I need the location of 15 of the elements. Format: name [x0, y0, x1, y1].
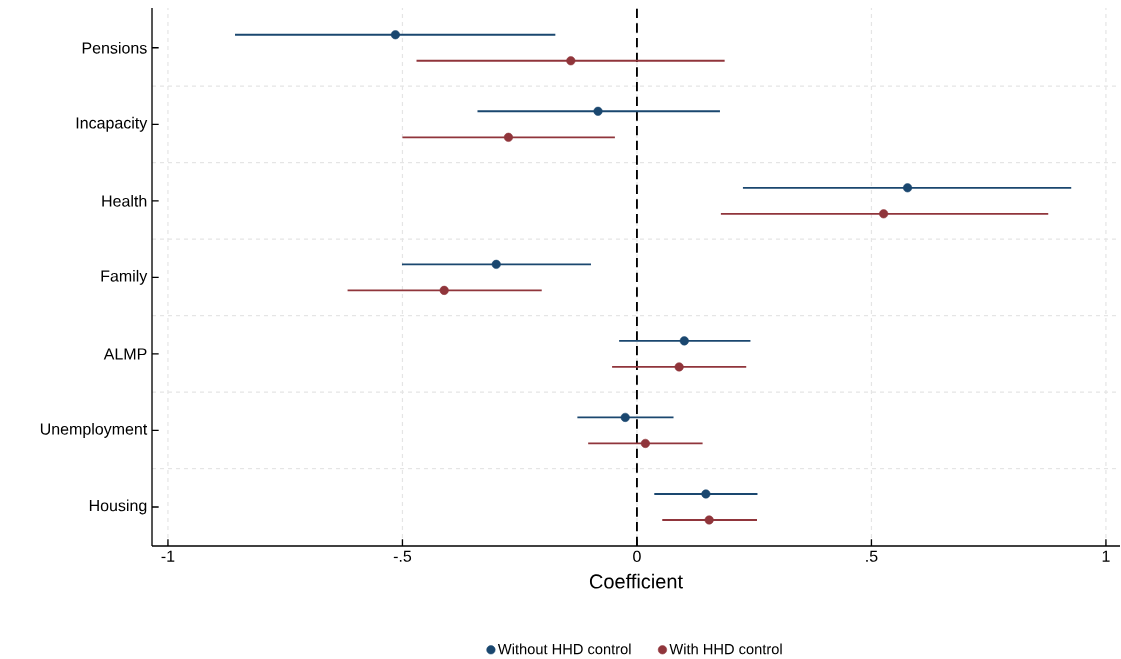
y-tick-label: Family	[101, 269, 148, 285]
y-tick-label: Unemployment	[40, 422, 148, 438]
x-tick-label: 0	[633, 550, 641, 563]
x-tick-label: .5	[866, 550, 878, 562]
x-tick-label: -1	[161, 550, 175, 562]
y-tick-label: Housing	[89, 499, 147, 515]
x-tick-label: -.5	[393, 550, 412, 562]
y-tick-label: ALMP	[103, 348, 147, 360]
legend-label: Without HHD control	[497, 643, 631, 655]
y-tick-label: Pensions	[82, 41, 147, 54]
x-tick-label: 1	[1102, 550, 1110, 562]
y-tick-label: Health	[102, 194, 147, 207]
y-tick-label: Incapacity	[76, 116, 148, 132]
legend-label: With HHD control	[669, 643, 782, 655]
x-axis-title: Coefficient	[589, 573, 683, 589]
